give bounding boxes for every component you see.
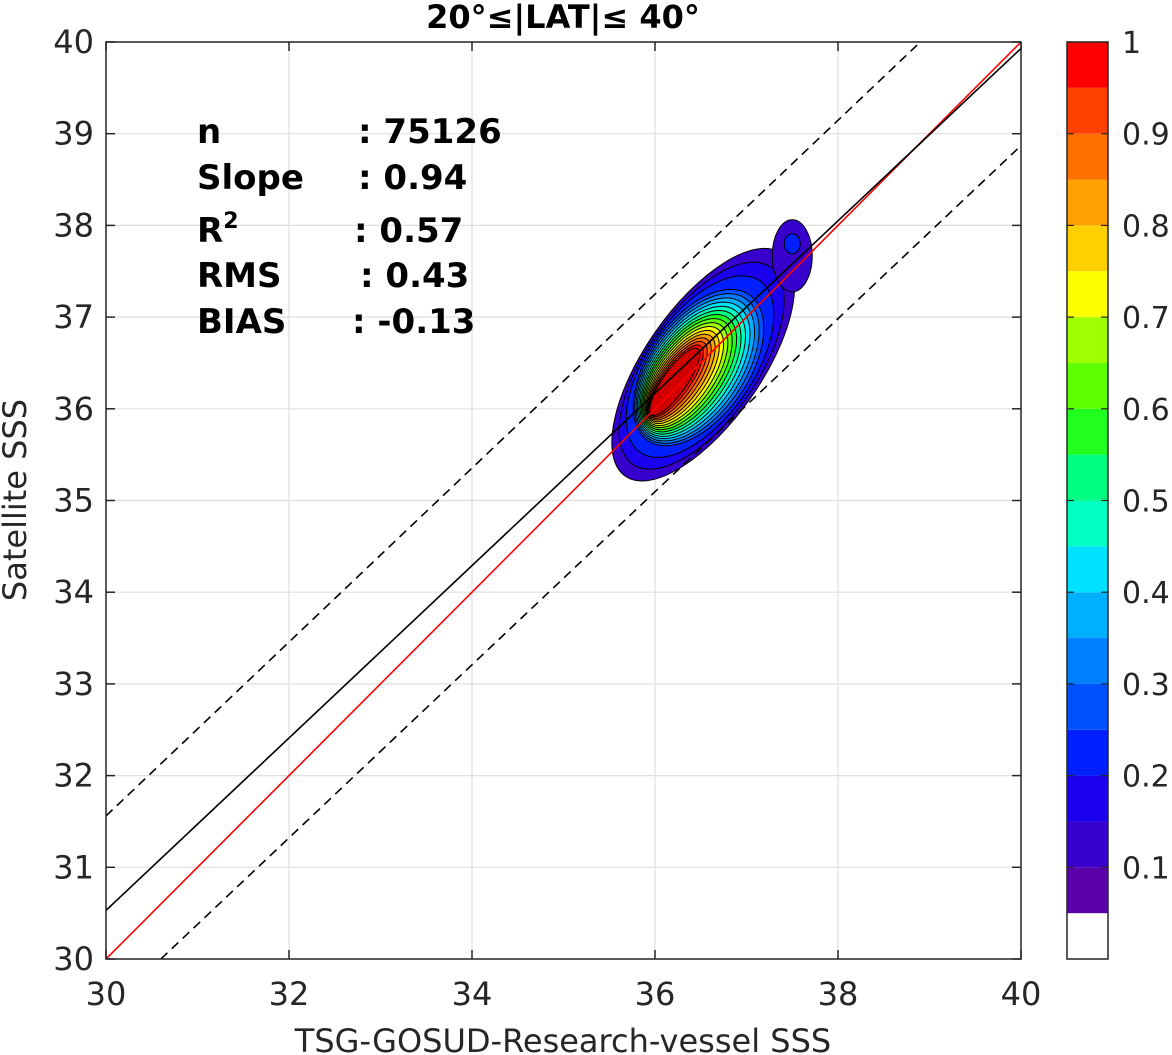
y-tick-label: 32 bbox=[53, 757, 94, 795]
colorbar-segment bbox=[1067, 362, 1108, 409]
stat-label: RMS bbox=[197, 256, 282, 296]
colorbar-segment bbox=[1067, 42, 1108, 88]
colorbar-segment bbox=[1067, 317, 1108, 363]
colorbar-segment bbox=[1067, 592, 1108, 639]
secondary-contour bbox=[771, 219, 813, 293]
colorbar: 0.1 0.2 0.3 0.4 0.5 0.6 0.7 0.8 0.9 1 bbox=[1066, 26, 1170, 960]
stat-value: : 75126 bbox=[358, 112, 502, 152]
colorbar-segment bbox=[1067, 775, 1108, 822]
colorbar-tick-label: 0.8 bbox=[1122, 209, 1170, 244]
reference-lines bbox=[106, 42, 1021, 959]
y-tick-label: 37 bbox=[53, 298, 94, 336]
colorbar-segment bbox=[1067, 133, 1108, 180]
x-tick-label: 40 bbox=[1001, 975, 1042, 1013]
y-tick-label: 39 bbox=[53, 115, 94, 153]
stat-value: : 0.94 bbox=[358, 158, 467, 198]
y-tick-label: 35 bbox=[53, 482, 94, 520]
x-tick-label: 32 bbox=[269, 975, 310, 1013]
y-tick-label: 38 bbox=[53, 206, 94, 244]
colorbar-segment bbox=[1067, 913, 1108, 959]
colorbar-segment bbox=[1067, 271, 1108, 318]
axis-ticks bbox=[105, 41, 1022, 960]
colorbar-tick-label: 0.3 bbox=[1122, 668, 1170, 703]
colorbar-segment bbox=[1067, 408, 1108, 455]
secondary-contour-inner bbox=[783, 233, 801, 255]
statistics-box: n : 75126 Slope : 0.94 R2 : 0.57 RMS : 0.43 BIAS… bbox=[197, 112, 502, 342]
colorbar-tick-label: 0.1 bbox=[1122, 851, 1170, 886]
colorbar-tick-label: 1 bbox=[1122, 26, 1141, 61]
colorbar-tick-label: 0.4 bbox=[1122, 576, 1170, 611]
colorbar-segment bbox=[1067, 867, 1108, 914]
y-tick-label: 31 bbox=[53, 848, 94, 886]
y-tick-label: 36 bbox=[53, 390, 94, 428]
colorbar-segment bbox=[1067, 638, 1108, 684]
regression-line bbox=[106, 47, 1021, 911]
colorbar-tick-label: 0.7 bbox=[1122, 301, 1170, 336]
colorbar-tick-label: 0.2 bbox=[1122, 760, 1170, 795]
x-tick-label: 36 bbox=[635, 975, 676, 1013]
y-tick-label: 40 bbox=[53, 23, 94, 61]
colorbar-segment bbox=[1067, 821, 1108, 868]
x-tick-label: 34 bbox=[452, 975, 493, 1013]
colorbar-segment bbox=[1067, 500, 1108, 547]
y-tick-label: 34 bbox=[53, 573, 94, 611]
y-tick-labels: 30 31 32 33 34 35 36 37 38 39 40 bbox=[53, 23, 94, 978]
colorbar-segment bbox=[1067, 683, 1108, 730]
stat-value: : -0.13 bbox=[352, 302, 475, 342]
colorbar-tick-label: 0.9 bbox=[1122, 118, 1170, 153]
x-tick-label: 38 bbox=[818, 975, 859, 1013]
upper-bound-line bbox=[106, 42, 921, 817]
stat-value: : 0.43 bbox=[360, 256, 469, 296]
density-contour-level bbox=[649, 347, 701, 416]
x-tick-label: 30 bbox=[86, 975, 127, 1013]
colorbar-segment bbox=[1067, 225, 1108, 272]
stat-label: Slope bbox=[197, 158, 304, 198]
density-contours bbox=[611, 219, 813, 482]
x-axis-label: TSG-GOSUD-Research-vessel SSS bbox=[294, 1022, 831, 1055]
colorbar-segment bbox=[1067, 546, 1108, 593]
one-to-one-line bbox=[106, 42, 1021, 959]
stat-label: R2 bbox=[197, 209, 239, 251]
stat-label: BIAS bbox=[197, 302, 286, 342]
y-tick-label: 33 bbox=[53, 665, 94, 703]
y-tick-label: 30 bbox=[53, 940, 94, 978]
y-axis-label: Satellite SSS bbox=[0, 399, 34, 601]
chart-title: 20°≤|LAT|≤ 40° bbox=[426, 0, 700, 37]
colorbar-segment bbox=[1067, 179, 1108, 226]
colorbar-tick-label: 0.6 bbox=[1122, 393, 1170, 428]
x-tick-labels: 30 32 34 36 38 40 bbox=[86, 975, 1042, 1013]
lower-bound-line bbox=[160, 145, 1021, 959]
colorbar-segment bbox=[1067, 87, 1108, 134]
colorbar-segment bbox=[1067, 729, 1108, 776]
colorbar-tick-label: 0.5 bbox=[1122, 485, 1170, 520]
colorbar-segment bbox=[1067, 454, 1108, 501]
stat-value: : 0.57 bbox=[354, 211, 463, 251]
stat-label: n bbox=[197, 112, 221, 152]
